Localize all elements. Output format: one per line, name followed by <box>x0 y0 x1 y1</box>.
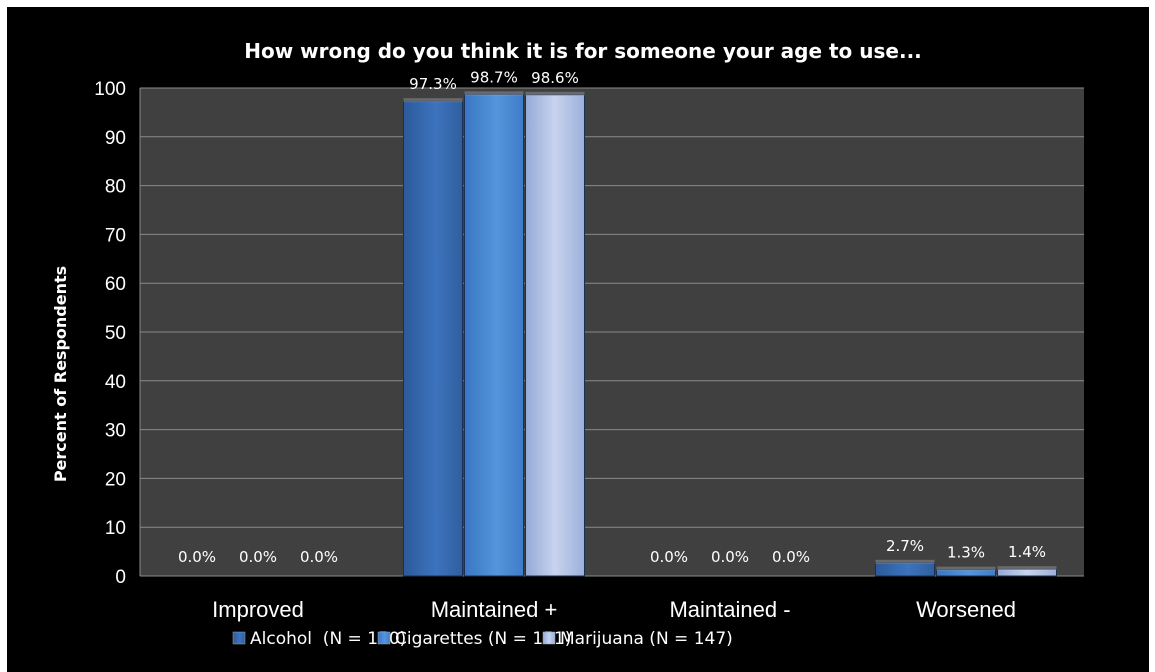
bar-top-highlight <box>936 566 996 571</box>
data-labels: 0.0% 0.0% 0.0% 97.3% 98.7% 98.6% 0.0% 0.0% 0.0% 2… <box>178 68 1046 566</box>
bar <box>936 569 996 577</box>
bar <box>525 94 585 577</box>
y-axis: 0 10 20 30 40 50 60 70 80 90 100 <box>94 79 141 588</box>
data-label: 1.4% <box>1008 543 1046 561</box>
chart-container: How wrong do you think it is for someone… <box>7 7 1149 672</box>
bar-top-highlight <box>464 91 524 96</box>
legend-label: Cigarettes (N = 151) <box>395 629 571 649</box>
data-label: 98.7% <box>470 68 518 86</box>
data-label: 0.0% <box>239 548 277 566</box>
legend-swatch <box>377 631 391 645</box>
data-label: 98.6% <box>531 69 579 87</box>
x-category-label: Worsened <box>916 597 1016 622</box>
y-tick-label: 80 <box>105 177 126 198</box>
bar-chart: How wrong do you think it is for someone… <box>51 39 1084 649</box>
y-tick-label: 20 <box>105 469 126 490</box>
bar-top-highlight <box>525 91 585 96</box>
data-label: 0.0% <box>178 548 216 566</box>
y-tick-label: 10 <box>105 518 126 539</box>
bar <box>997 568 1057 577</box>
bar-top-highlight <box>875 559 935 564</box>
y-tick-label: 40 <box>105 372 126 393</box>
x-axis-categories: Improved Maintained + Maintained - Worsened <box>212 597 1016 622</box>
data-label: 2.7% <box>886 537 924 555</box>
data-label: 0.0% <box>772 548 810 566</box>
y-tick-label: 100 <box>94 79 126 100</box>
data-label: 0.0% <box>711 548 749 566</box>
y-tick-label: 70 <box>105 225 126 246</box>
data-label: 1.3% <box>947 544 985 562</box>
legend-label: Marijuana (N = 147) <box>560 629 733 649</box>
data-label: 97.3% <box>409 75 457 93</box>
y-tick-label: 30 <box>105 421 126 442</box>
legend-swatch <box>542 631 556 645</box>
bar-top-highlight <box>997 566 1057 571</box>
data-label: 0.0% <box>650 548 688 566</box>
bar <box>464 93 524 577</box>
chart-title: How wrong do you think it is for someone… <box>244 39 922 63</box>
bar-top-highlight <box>403 98 463 103</box>
data-label: 0.0% <box>300 548 338 566</box>
y-tick-label: 60 <box>105 274 126 295</box>
bars <box>403 91 1057 577</box>
bar <box>875 562 935 577</box>
y-axis-title: Percent of Respondents <box>51 266 70 482</box>
legend-label: Alcohol (N = 150) <box>250 629 406 649</box>
x-category-label: Maintained + <box>431 597 558 622</box>
y-tick-label: 0 <box>115 567 126 588</box>
legend-swatch <box>232 631 246 645</box>
y-tick-label: 50 <box>105 323 126 344</box>
bar <box>403 100 463 577</box>
legend: Alcohol (N = 150)Cigarettes (N = 151)Mar… <box>232 629 733 649</box>
x-category-label: Improved <box>212 597 304 622</box>
y-tick-label: 90 <box>105 128 126 149</box>
gridlines <box>140 87 1084 577</box>
x-category-label: Maintained - <box>669 597 790 622</box>
